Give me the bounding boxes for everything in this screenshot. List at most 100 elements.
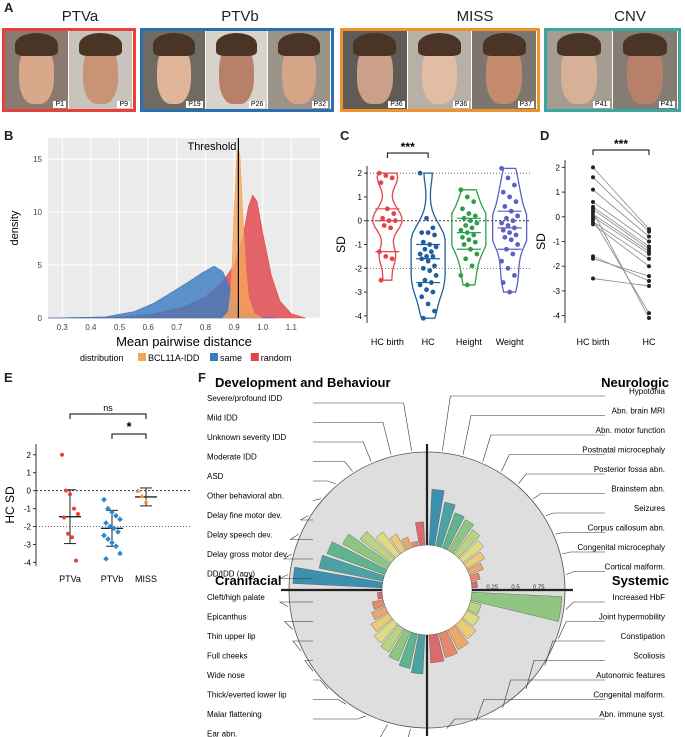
violin-Height [451, 189, 487, 286]
panel-label-d: D [540, 128, 550, 143]
hair-shape [79, 32, 122, 56]
phenotype-label: Postnatal microcephaly [582, 446, 665, 455]
legend-swatch [210, 353, 218, 361]
data-point [591, 209, 595, 214]
label-leader-line [565, 601, 605, 611]
data-point [139, 493, 145, 499]
data-point [513, 199, 519, 205]
data-point [105, 536, 111, 542]
patient-id-label: P36 [452, 101, 470, 108]
data-point [500, 189, 506, 195]
y-tick-label: 0 [556, 213, 561, 222]
y-tick-label: 2 [358, 169, 363, 178]
label-leader-line [313, 715, 366, 720]
section-title: Cranifacial [215, 573, 281, 588]
label-leader-line [313, 699, 346, 705]
data-point [464, 230, 470, 236]
significance-bracket [386, 152, 429, 158]
data-point [432, 308, 437, 314]
data-point [103, 555, 109, 562]
radial-bar [453, 529, 481, 559]
data-point [464, 194, 470, 200]
label-leader-line [279, 574, 313, 579]
panel-label-e: E [4, 370, 13, 385]
data-point [512, 182, 517, 188]
data-point [472, 213, 478, 219]
panel-label-b: B [4, 128, 14, 143]
data-point [464, 282, 470, 288]
data-point [419, 230, 425, 236]
data-point [420, 265, 426, 271]
patient-id-label: P41 [658, 101, 675, 108]
data-point [461, 242, 467, 247]
data-point [460, 206, 465, 212]
data-point [463, 223, 469, 228]
data-point [591, 199, 595, 204]
data-point [512, 225, 517, 231]
phenotype-label: Malar flattening [207, 710, 262, 719]
label-leader-line [557, 621, 605, 639]
patient-id-label: P41 [593, 101, 610, 108]
label-leader-line [407, 728, 411, 737]
radial-bar [292, 566, 383, 589]
label-leader-line [525, 660, 605, 690]
hc-group-chart: 2 1 0 -1 -2 -3 -4 HC SD PTVa PTVb MISS ns * [3, 403, 190, 584]
pair-line [592, 213, 650, 252]
face-photo: P41 [612, 31, 677, 109]
data-point [591, 187, 595, 192]
label-leader-line [313, 441, 372, 462]
label-leader-line [566, 571, 605, 575]
data-point [420, 239, 426, 245]
data-point [647, 279, 651, 284]
data-point [143, 498, 149, 504]
label-leader-line [313, 402, 412, 451]
radial-bar [389, 533, 406, 554]
radial-bar [375, 531, 401, 559]
data-point [647, 256, 651, 261]
y-tick-label: -4 [553, 312, 561, 321]
label-leader-line [532, 493, 605, 499]
data-point [380, 215, 385, 221]
data-point [499, 258, 505, 264]
data-point [463, 256, 469, 262]
data-point [647, 274, 651, 279]
data-point [117, 516, 123, 523]
data-point [469, 263, 475, 269]
pair-line [592, 219, 650, 314]
data-point [507, 230, 513, 236]
y-tick-label: -2 [355, 264, 363, 273]
radial-bar [370, 613, 393, 632]
phenotype-label: Brainstem abn. [611, 485, 665, 494]
data-point [107, 523, 113, 530]
label-leader-line [278, 601, 313, 607]
pair-line [592, 278, 650, 287]
data-point [383, 253, 389, 259]
y-tick-label: -4 [24, 558, 32, 567]
data-point [504, 215, 509, 221]
x-tick-label: 0.5 [114, 323, 126, 332]
data-point [417, 251, 423, 257]
data-point [428, 249, 434, 255]
radial-bar [466, 562, 484, 575]
data-point [515, 213, 521, 219]
data-point [474, 251, 480, 257]
face-group-ptvb: P19 P26 P32 [140, 28, 334, 112]
face-photo: P9 [69, 31, 132, 109]
label-leader-line [313, 480, 336, 485]
y-axis-label: HC SD [3, 486, 17, 524]
label-leader-line [313, 422, 392, 455]
y-axis-label: density [9, 210, 21, 245]
data-point [70, 535, 74, 540]
y-tick-label: 0 [358, 217, 363, 226]
phenotype-label: Unknown severity IDD [207, 433, 286, 442]
data-point [458, 273, 464, 278]
label-leader-line [555, 532, 605, 535]
data-point [422, 277, 428, 283]
radial-tick-label: 0.5 [511, 585, 520, 591]
pair-line [592, 177, 650, 232]
phenotype-label: Posterior fossa abn. [594, 465, 665, 474]
data-point [458, 227, 464, 233]
label-leader-line [292, 640, 313, 652]
data-point [460, 234, 465, 240]
label-leader-line [442, 395, 605, 451]
